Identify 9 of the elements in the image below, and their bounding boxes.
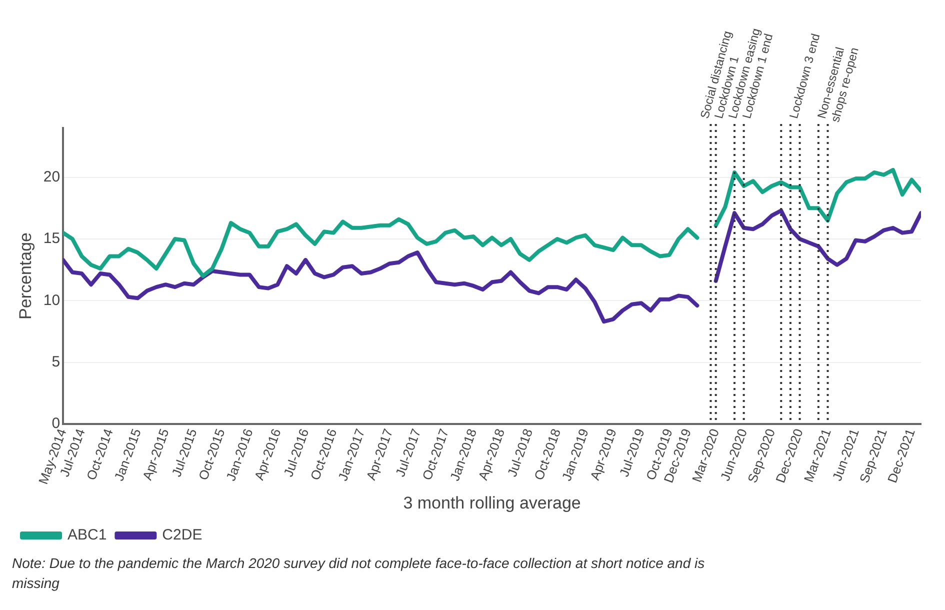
text: Note: Due to the pandemic the March 2020 survey did not complete face-to-face collection at short notice and is missing [12,554,706,593]
x-axis-title: 3 month rolling average [403,493,581,512]
legend-label: ABC1 [68,526,107,544]
y-tick-label: 15 [43,230,60,248]
y-axis-title: Percentage [16,232,35,320]
legend-label: C2DE [162,526,202,544]
y-tick-label: 5 [52,353,60,370]
y-tick-label: 20 [43,168,60,186]
y-tick-label: 10 [43,292,60,309]
